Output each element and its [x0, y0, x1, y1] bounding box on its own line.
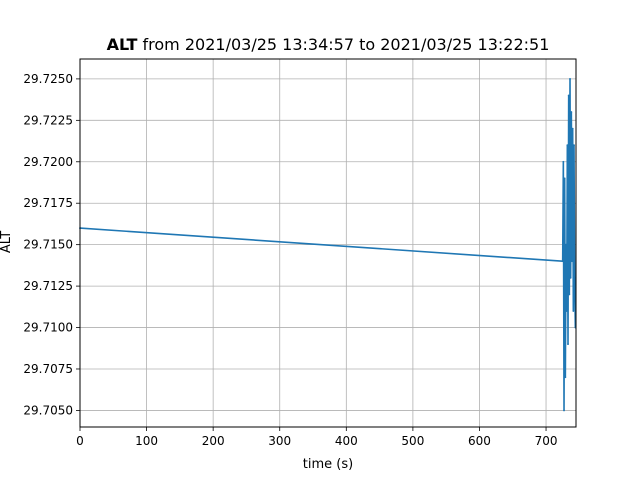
chart-title-rest: from 2021/03/25 13:34:57 to 2021/03/25 1… — [137, 35, 549, 54]
x-axis-label: time (s) — [303, 457, 353, 472]
data-point — [569, 276, 572, 279]
data-point — [568, 293, 571, 296]
data-point — [565, 310, 568, 312]
chart-title-bold: ALT — [107, 35, 138, 54]
data-point — [570, 111, 573, 113]
grid-lines — [79, 59, 576, 427]
data-point — [571, 127, 574, 130]
data-point — [573, 276, 576, 279]
x-tick-label: 600 — [468, 434, 491, 448]
y-tick-label: 29.7100 — [23, 321, 73, 335]
data-point — [561, 260, 564, 263]
y-tick-label: 29.7225 — [23, 113, 73, 127]
data-point — [566, 144, 569, 147]
data-point — [565, 243, 567, 246]
data-point — [563, 409, 565, 412]
series-layer — [79, 77, 577, 412]
data-point — [569, 77, 571, 80]
x-ticks: 0 100 200 300 400 500 600 700 — [76, 427, 557, 448]
data-point — [572, 310, 575, 312]
x-tick-label: 700 — [535, 434, 558, 448]
x-tick-label: 100 — [135, 434, 158, 448]
data-point — [571, 260, 573, 263]
data-point — [573, 144, 575, 147]
data-point — [567, 94, 570, 97]
x-tick-label: 500 — [401, 434, 424, 448]
y-tick-label: 29.7075 — [23, 362, 73, 376]
axes-frame — [79, 58, 577, 428]
y-tick-label: 29.7050 — [23, 403, 73, 417]
y-tick-label: 29.7175 — [23, 196, 73, 210]
data-point — [562, 160, 565, 163]
x-tick-label: 200 — [202, 434, 225, 448]
y-tick-label: 29.7250 — [23, 72, 73, 86]
data-point — [564, 376, 567, 379]
y-axis-label: ALT — [0, 231, 14, 253]
data-point — [563, 177, 566, 180]
x-tick-label: 400 — [335, 434, 358, 448]
chart-title: ALT from 2021/03/25 13:34:57 to 2021/03/… — [107, 35, 550, 54]
x-tick-label: 300 — [268, 434, 291, 448]
y-tick-label: 29.7200 — [23, 155, 73, 169]
y-tick-label: 29.7125 — [23, 279, 73, 293]
y-ticks: 29.7050 29.7075 29.7100 29.7125 29.7150 29.71… — [23, 72, 80, 417]
data-point — [567, 343, 569, 346]
x-tick-label: 0 — [76, 434, 84, 448]
y-tick-label: 29.7150 — [23, 238, 73, 252]
